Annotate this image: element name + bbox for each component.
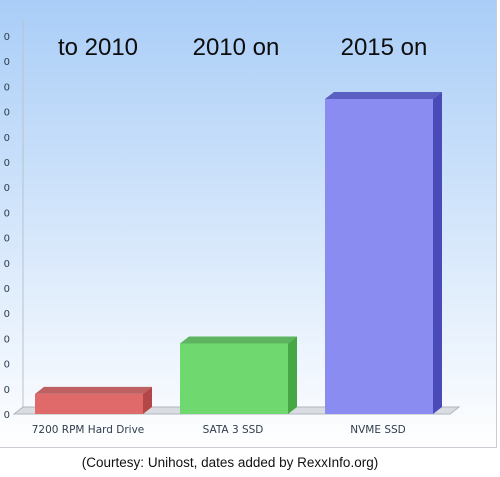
bar-top-face [180, 336, 297, 344]
y-tick-label: 0 [4, 259, 10, 270]
y-tick-label: 0 [4, 108, 10, 119]
bar-chart: 0 0 0 0 0 0 0 0 0 0 0 0 0 0 0 0 to 2010 2010 on 2015 on 7… [0, 0, 496, 447]
y-tick-label: 0 [4, 234, 10, 245]
era-label-2: 2010 on [193, 34, 280, 61]
bars [35, 92, 442, 414]
y-tick-label: 0 [4, 32, 10, 43]
y-tick-label: 0 [4, 57, 10, 68]
era-labels: to 2010 2010 on 2015 on [58, 34, 427, 61]
y-tick-label: 0 [4, 334, 10, 345]
bar-top-face [325, 92, 442, 99]
bar-front-face [35, 393, 143, 414]
bar-3 [325, 92, 442, 414]
bar-top-face [35, 386, 152, 394]
y-tick-label: 0 [4, 158, 10, 169]
chart-frame: 0 0 0 0 0 0 0 0 0 0 0 0 0 0 0 0 to 2010 2010 on 2015 on 7… [0, 0, 497, 448]
bar-2 [180, 336, 297, 414]
era-label-3: 2015 on [341, 34, 428, 61]
bar-1 [35, 386, 152, 414]
y-tick-label: 0 [4, 133, 10, 144]
bar-side-face [433, 92, 442, 414]
category-label-1: 7200 RPM Hard Drive [32, 424, 145, 436]
bar-front-face [325, 99, 433, 414]
category-label-2: SATA 3 SSD [203, 424, 264, 436]
chart-caption: (Courtesy: Unihost, dates added by RexxI… [81, 455, 379, 470]
y-tick-label: 0 [4, 208, 10, 219]
y-axis-ticks: 0 0 0 0 0 0 0 0 0 0 0 0 0 0 0 0 [4, 32, 10, 421]
y-tick-label: 0 [4, 410, 10, 421]
category-label-3: NVME SSD [350, 424, 405, 436]
bar-side-face [143, 386, 152, 414]
y-tick-label: 0 [4, 183, 10, 194]
bar-front-face [180, 343, 288, 414]
y-tick-label: 0 [4, 309, 10, 320]
bar-side-face [288, 336, 297, 414]
x-axis-categories: 7200 RPM Hard Drive SATA 3 SSD NVME SSD [32, 424, 406, 436]
y-tick-label: 0 [4, 385, 10, 396]
era-label-1: to 2010 [58, 34, 138, 61]
y-tick-label: 0 [4, 360, 10, 371]
y-tick-label: 0 [4, 82, 10, 93]
y-tick-label: 0 [4, 284, 10, 295]
